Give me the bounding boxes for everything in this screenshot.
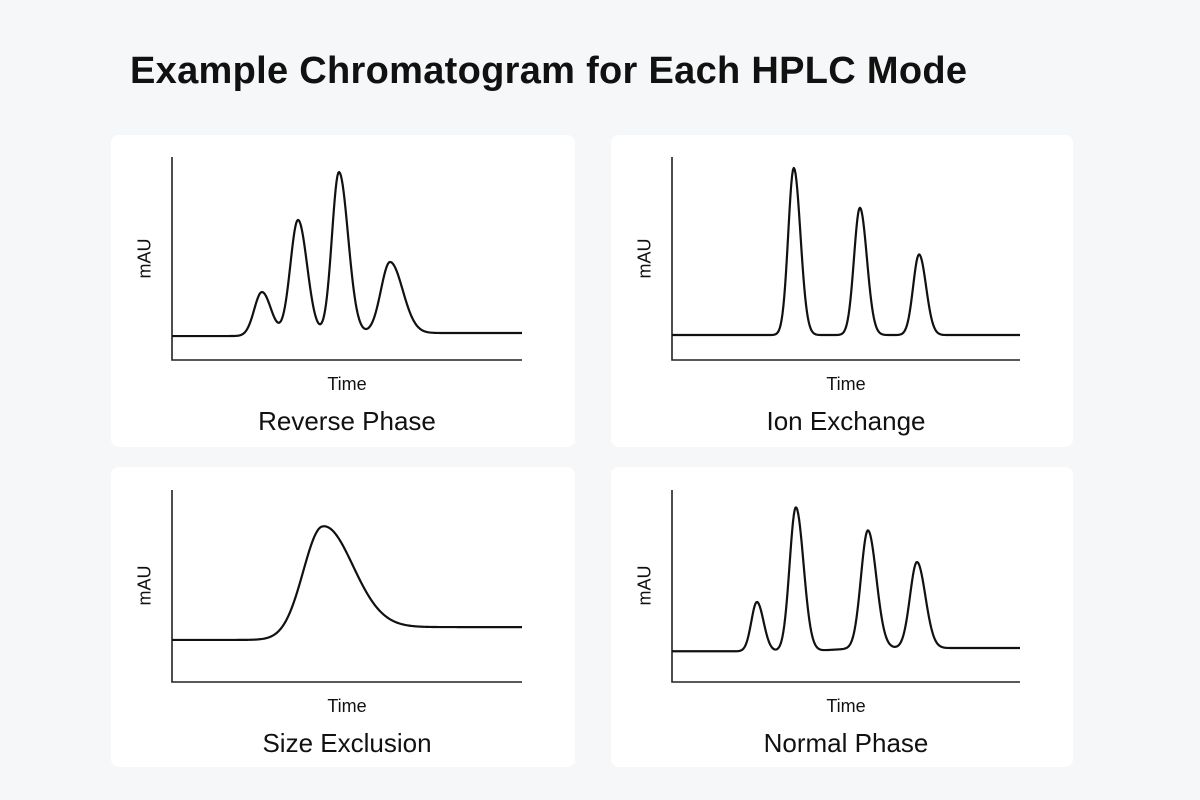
chart-panel-size-exclusion: mAU Time Size Exclusion bbox=[111, 467, 575, 767]
chart-plot bbox=[171, 157, 523, 361]
chromatogram-line bbox=[171, 170, 523, 338]
panel-title: Reverse Phase bbox=[258, 406, 436, 436]
x-axis-label: Time bbox=[327, 696, 367, 716]
axes bbox=[671, 490, 1020, 683]
axes bbox=[171, 490, 522, 683]
axes bbox=[171, 157, 522, 361]
panel-title: Ion Exchange bbox=[766, 406, 926, 436]
y-axis-label: mAU bbox=[634, 565, 655, 606]
chromatogram-line bbox=[671, 506, 1021, 653]
chart-plot bbox=[671, 157, 1021, 361]
chart-panel-reverse-phase: mAU Time Reverse Phase bbox=[111, 135, 575, 447]
chart-panel-normal-phase: mAU Time Normal Phase bbox=[611, 467, 1073, 767]
chart-plot bbox=[171, 490, 523, 683]
panel-title: Normal Phase bbox=[763, 728, 929, 758]
axes bbox=[671, 157, 1020, 361]
x-axis-label: Time bbox=[826, 374, 866, 394]
y-axis-label: mAU bbox=[134, 238, 155, 278]
chart-title: Example Chromatogram for Each HPLC Mode bbox=[130, 50, 968, 92]
chromatogram-line bbox=[671, 166, 1021, 337]
y-axis-label: mAU bbox=[634, 238, 655, 278]
chart-panel-ion-exchange: mAU Time Ion Exchange bbox=[611, 135, 1073, 447]
x-axis-label: Time bbox=[327, 374, 367, 394]
y-axis-label: mAU bbox=[134, 565, 155, 606]
panel-title: Size Exclusion bbox=[262, 728, 432, 758]
chart-plot bbox=[671, 490, 1021, 683]
x-axis-label: Time bbox=[826, 696, 866, 716]
chromatogram-line bbox=[171, 525, 523, 642]
